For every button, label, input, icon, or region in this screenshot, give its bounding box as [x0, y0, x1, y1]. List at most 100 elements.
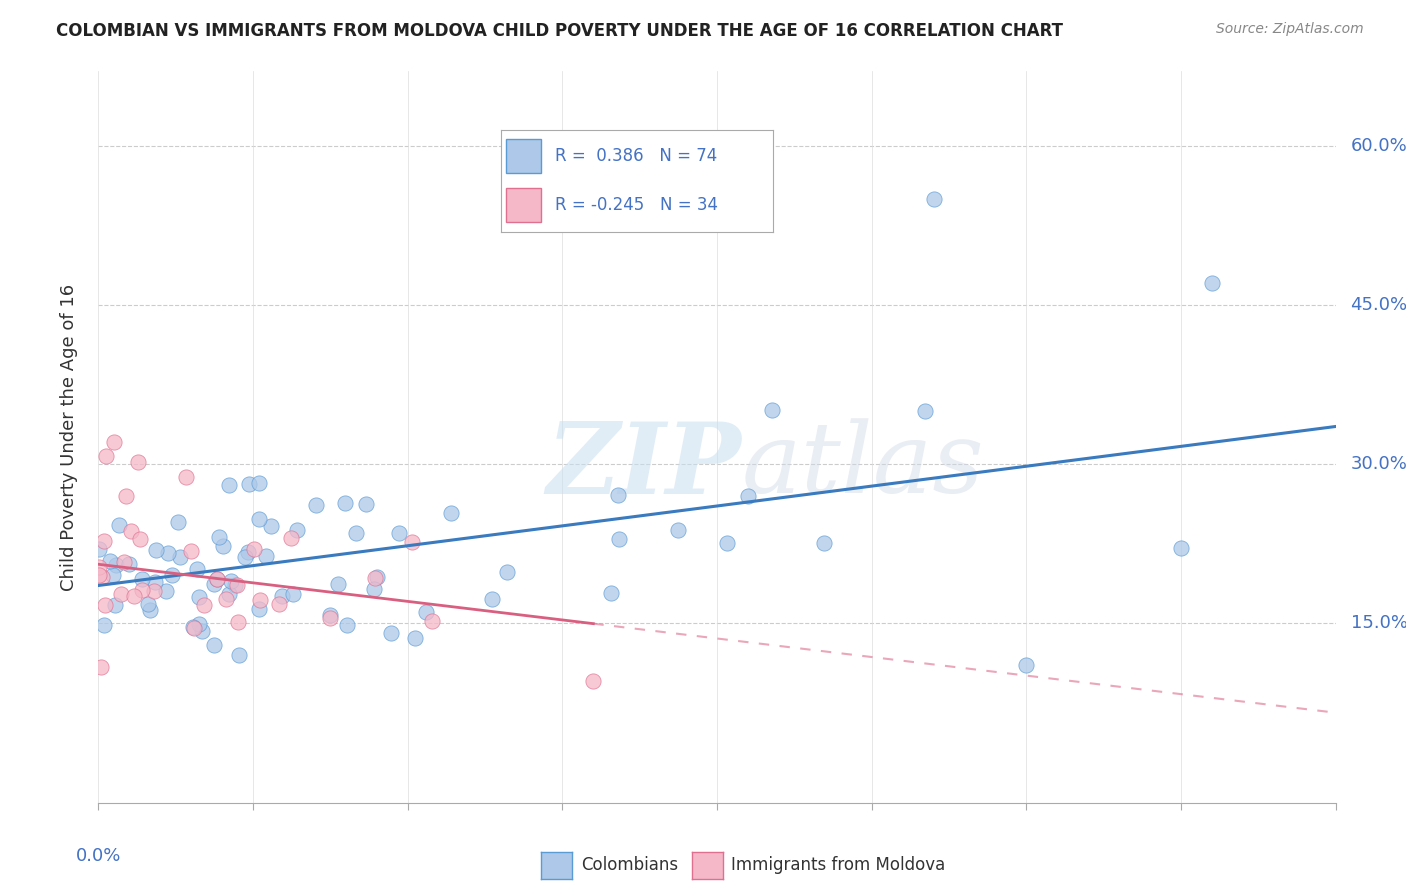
Point — [600, 586, 623, 600]
Point — [108, 518, 131, 533]
Point — [193, 598, 215, 612]
Point — [187, 590, 209, 604]
Point — [202, 577, 225, 591]
Point — [354, 497, 377, 511]
Point — [238, 545, 260, 559]
Point — [208, 530, 231, 544]
Point — [496, 565, 519, 579]
Point — [366, 570, 388, 584]
Text: ZIP: ZIP — [547, 418, 742, 515]
Point — [415, 605, 437, 619]
Point — [94, 450, 117, 464]
Point — [271, 589, 294, 603]
Point — [104, 558, 127, 572]
Point — [93, 533, 115, 548]
Point — [118, 558, 141, 572]
Point — [136, 597, 159, 611]
Point — [675, 170, 697, 185]
Point — [205, 572, 228, 586]
Point — [207, 573, 229, 587]
Text: Colombians: Colombians — [581, 856, 678, 874]
Text: 60.0%: 60.0% — [1351, 136, 1406, 154]
Point — [247, 602, 270, 616]
Point — [226, 615, 249, 629]
Point — [143, 574, 166, 589]
Point — [606, 488, 628, 502]
Point — [420, 615, 443, 629]
Point — [380, 626, 402, 640]
Point — [215, 592, 238, 607]
Text: 0.0%: 0.0% — [76, 847, 121, 864]
Point — [364, 571, 387, 585]
Point — [238, 477, 260, 491]
Point — [120, 524, 142, 538]
Point — [157, 546, 180, 560]
Point — [139, 603, 162, 617]
Point — [186, 561, 208, 575]
Point — [319, 610, 342, 624]
Point — [103, 435, 125, 450]
Point — [404, 631, 426, 645]
Point — [481, 591, 503, 606]
Text: Source: ZipAtlas.com: Source: ZipAtlas.com — [1216, 22, 1364, 37]
Point — [326, 577, 349, 591]
Point — [218, 478, 240, 492]
Point — [737, 489, 759, 503]
Point — [582, 673, 605, 688]
Point — [212, 539, 235, 553]
Point — [167, 515, 190, 529]
Point — [143, 583, 166, 598]
Point — [122, 589, 145, 603]
Point — [188, 616, 211, 631]
Point — [169, 550, 191, 565]
Point — [249, 593, 271, 607]
Point — [363, 582, 385, 597]
Point — [226, 578, 249, 592]
Point — [90, 570, 112, 584]
Point — [440, 506, 463, 520]
Text: COLOMBIAN VS IMMIGRANTS FROM MOLDOVA CHILD POVERTY UNDER THE AGE OF 16 CORRELATI: COLOMBIAN VS IMMIGRANTS FROM MOLDOVA CHI… — [56, 22, 1063, 40]
Point — [218, 587, 240, 601]
Point — [267, 597, 290, 611]
Y-axis label: Child Poverty Under the Age of 16: Child Poverty Under the Age of 16 — [59, 284, 77, 591]
Point — [87, 542, 110, 557]
Point — [221, 574, 243, 589]
Point — [716, 536, 738, 550]
Point — [145, 543, 167, 558]
Point — [224, 578, 246, 592]
Text: 15.0%: 15.0% — [1351, 614, 1406, 632]
Point — [247, 512, 270, 526]
Point — [112, 555, 135, 569]
Point — [89, 568, 111, 582]
Point — [204, 638, 226, 652]
Point — [914, 404, 936, 418]
Point — [127, 455, 149, 469]
Point — [1015, 658, 1038, 673]
Point — [183, 621, 205, 635]
Point — [93, 598, 115, 612]
Point — [90, 659, 112, 673]
Point — [259, 519, 281, 533]
Point — [104, 599, 127, 613]
Point — [254, 549, 277, 564]
Point — [285, 523, 308, 537]
Point — [160, 568, 183, 582]
Point — [93, 618, 115, 632]
Point — [607, 532, 630, 546]
Point — [344, 525, 367, 540]
Point — [319, 607, 342, 622]
Point — [180, 544, 202, 558]
Point — [1201, 277, 1223, 291]
Point — [666, 523, 689, 537]
Point — [243, 541, 266, 556]
Point — [110, 587, 132, 601]
Text: atlas: atlas — [742, 418, 984, 514]
Point — [280, 532, 302, 546]
Point — [181, 620, 204, 634]
Point — [247, 476, 270, 491]
Point — [89, 560, 111, 574]
Point — [103, 567, 125, 582]
Point — [191, 624, 214, 638]
Text: 30.0%: 30.0% — [1351, 455, 1406, 473]
Point — [228, 648, 250, 662]
